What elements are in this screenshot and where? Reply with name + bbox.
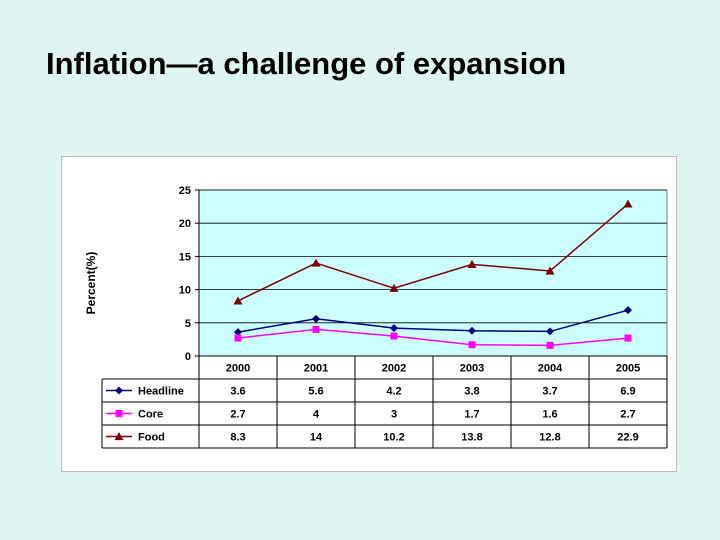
data-point-headline — [624, 306, 632, 315]
data-label-core: 1.6 — [542, 409, 557, 421]
data-point-food — [623, 199, 633, 208]
y-axis-label: Percent(%) — [84, 252, 98, 315]
legend-marker-food — [114, 432, 124, 441]
data-point-headline — [546, 327, 554, 336]
data-point-headline — [390, 324, 398, 333]
y-tick-label: 15 — [179, 251, 191, 263]
y-tick-label: 5 — [185, 318, 191, 330]
data-point-food — [311, 258, 321, 267]
x-tick-label: 2004 — [538, 363, 563, 375]
legend-label-food: Food — [138, 432, 165, 444]
data-point-food — [233, 296, 243, 305]
y-tick-label: 25 — [179, 185, 191, 197]
data-label-core: 2.7 — [620, 409, 635, 421]
data-point-core — [234, 334, 242, 342]
data-label-food: 10.2 — [383, 432, 404, 444]
data-point-food — [467, 259, 477, 268]
data-point-core — [468, 341, 476, 349]
legend-marker-headline — [115, 386, 123, 395]
data-point-headline — [234, 328, 242, 337]
plot-area — [198, 189, 668, 357]
data-label-core: 1.7 — [464, 409, 479, 421]
y-tick-label: 20 — [179, 218, 191, 230]
y-tick-label: 0 — [185, 351, 191, 363]
legend-label-headline: Headline — [138, 386, 184, 398]
data-label-core: 3 — [391, 409, 397, 421]
data-point-core — [390, 332, 398, 340]
data-label-food: 13.8 — [461, 432, 482, 444]
data-point-headline — [468, 326, 476, 335]
series-line-headline — [237, 309, 629, 333]
data-label-headline: 3.6 — [230, 386, 245, 398]
chart-frame: 0 5 10 15 20 25 Percent(%) 2000 2001 2002 2003 2004… — [61, 156, 677, 472]
data-label-core: 4 — [313, 409, 320, 421]
data-label-headline: 6.9 — [620, 386, 635, 398]
legend-marker-core — [115, 410, 123, 417]
x-tick-label: 2003 — [460, 363, 484, 375]
data-point-core — [624, 334, 632, 342]
data-label-headline: 4.2 — [386, 386, 401, 398]
slide-title: Inflation—a challenge of expansion — [46, 46, 567, 81]
x-tick-label: 2001 — [304, 363, 328, 375]
legend-label-core: Core — [138, 409, 163, 421]
data-label-food: 8.3 — [230, 432, 245, 444]
series-line-core — [237, 328, 629, 347]
data-label-headline: 3.7 — [542, 386, 557, 398]
data-label-food: 22.9 — [617, 432, 638, 444]
data-label-headline: 3.8 — [464, 386, 479, 398]
data-point-headline — [312, 314, 320, 323]
x-tick-label: 2005 — [616, 363, 640, 375]
series-line-food — [237, 203, 629, 302]
data-label-headline: 5.6 — [308, 386, 323, 398]
x-tick-label: 2002 — [382, 363, 406, 375]
data-label-food: 14 — [310, 432, 323, 444]
data-label-core: 2.7 — [230, 409, 245, 421]
y-tick-label: 10 — [179, 285, 191, 297]
data-label-food: 12.8 — [539, 432, 560, 444]
data-point-core — [312, 325, 320, 333]
data-point-food — [545, 266, 555, 275]
line-chart: 0 5 10 15 20 25 Percent(%) 2000 2001 2002 2003 2004… — [84, 185, 668, 449]
data-point-food — [389, 283, 399, 292]
x-tick-label: 2000 — [226, 363, 250, 375]
data-point-core — [546, 341, 554, 349]
